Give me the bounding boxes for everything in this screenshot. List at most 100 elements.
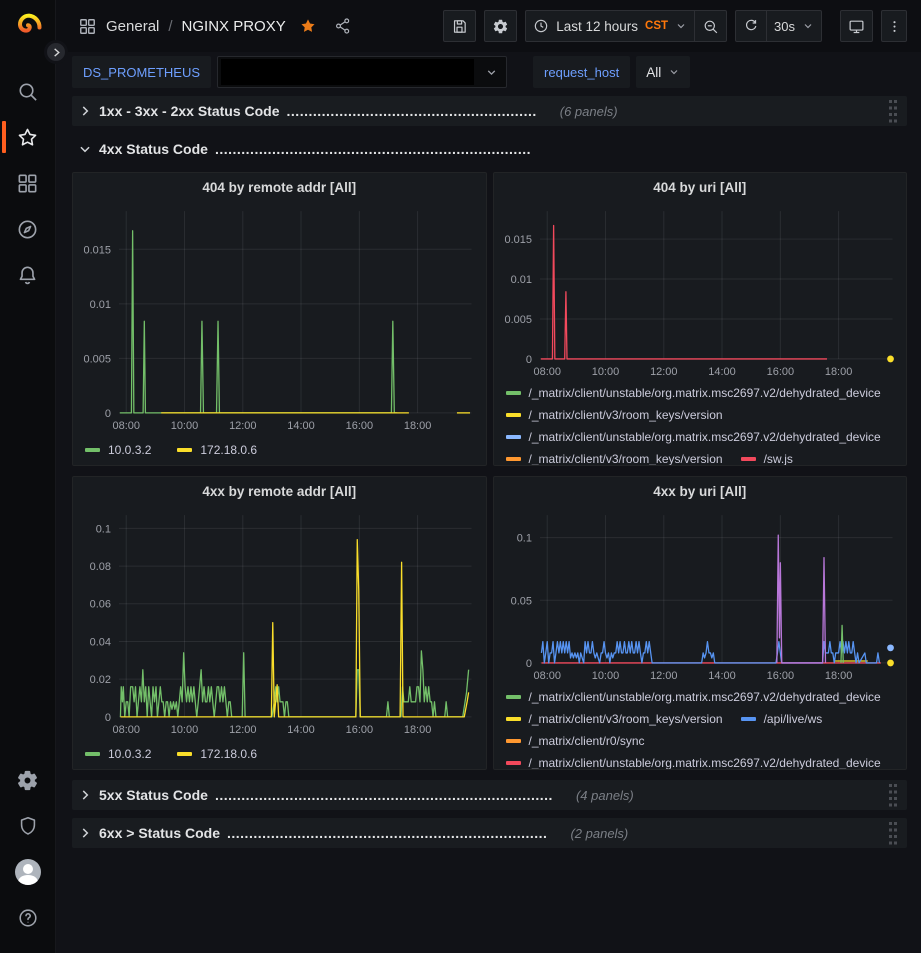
angle-right-icon — [82, 790, 89, 800]
left-sidebar — [0, 0, 68, 953]
svg-text:0.005: 0.005 — [84, 353, 111, 365]
sidebar-item-profile[interactable] — [0, 849, 56, 895]
shield-icon — [20, 816, 35, 835]
legend-item[interactable]: 172.18.0.6 — [177, 746, 257, 762]
legend-item[interactable]: /_matrix/client/unstable/org.matrix.msc2… — [505, 689, 881, 705]
time-range-picker[interactable]: Last 12 hours CST — [525, 10, 696, 42]
svg-text:18:00: 18:00 — [404, 420, 431, 432]
svg-text:18:00: 18:00 — [404, 724, 431, 736]
legend-label: 10.0.3.2 — [108, 443, 152, 457]
cycle-view-mode-button[interactable] — [840, 10, 873, 42]
clock-icon — [534, 19, 548, 33]
svg-text:0.06: 0.06 — [90, 599, 111, 611]
panel-title[interactable]: 404 by remote addr [All] — [202, 179, 357, 195]
dashboard: 1xx - 3xx - 2xx Status Code ............… — [56, 92, 921, 953]
zoom-out-icon — [704, 20, 718, 33]
refresh-interval-picker[interactable]: 30s — [767, 10, 822, 42]
row-header-5xx[interactable]: 5xx Status Code ........................… — [72, 780, 907, 810]
svg-text:10:00: 10:00 — [171, 724, 198, 736]
svg-text:08:00: 08:00 — [113, 420, 140, 432]
legend-item[interactable]: 10.0.3.2 — [85, 746, 151, 762]
dashboard-title[interactable]: NGINX PROXY — [181, 17, 286, 35]
favorite-star-button[interactable] — [295, 17, 321, 35]
timeseries-chart[interactable]: 0 0.005 0.01 0.015 08:00 10:00 12:00 14:00 16:00… — [73, 201, 486, 435]
svg-text:0.01: 0.01 — [90, 299, 111, 311]
panel-title[interactable]: 4xx by remote addr [All] — [202, 483, 357, 499]
series-color-marker — [740, 717, 756, 721]
legend-label: /_matrix/client/unstable/org.matrix.msc2… — [528, 430, 881, 444]
timeseries-chart[interactable]: 0 0.05 0.1 08:00 10:00 12:00 14:00 16:00 18:00 — [494, 505, 907, 685]
sidebar-item-configuration[interactable] — [0, 757, 56, 803]
legend-item[interactable]: /_matrix/client/v3/room_keys/version — [505, 407, 723, 423]
legend-item[interactable]: 10.0.3.2 — [85, 442, 151, 458]
share-button[interactable] — [330, 17, 356, 35]
svg-text:0: 0 — [105, 712, 111, 724]
main-area: General / NGINX PROXY Last 12 hour — [56, 0, 921, 953]
row-drag-handle-icon[interactable] — [887, 98, 899, 125]
chevron-down-icon — [804, 24, 812, 29]
svg-text:0: 0 — [525, 354, 531, 366]
legend-item[interactable]: /_matrix/client/v3/room_keys/version — [505, 451, 723, 465]
svg-text:0.02: 0.02 — [90, 674, 111, 686]
grafana-logo-icon — [17, 13, 41, 33]
sidebar-item-help[interactable] — [0, 895, 56, 941]
legend-item[interactable]: /_matrix/client/v3/room_keys/version — [505, 711, 723, 727]
sidebar-item-explore[interactable] — [0, 206, 56, 252]
series-color-marker — [505, 695, 521, 699]
refresh-icon — [746, 19, 757, 31]
grafana-logo[interactable] — [11, 10, 45, 44]
row-title: 1xx - 3xx - 2xx Status Code — [99, 103, 280, 119]
panel-title[interactable]: 404 by uri [All] — [653, 179, 747, 195]
refresh-group: 30s — [735, 10, 822, 42]
panel-header: 4xx by uri [All] — [494, 477, 907, 505]
row-drag-handle-icon[interactable] — [887, 782, 899, 809]
svg-text:16:00: 16:00 — [766, 670, 793, 682]
variable-value-dropdown[interactable] — [217, 56, 508, 88]
svg-text:0.05: 0.05 — [510, 595, 531, 607]
sidebar-expand-toggle[interactable] — [44, 40, 68, 64]
svg-text:16:00: 16:00 — [346, 420, 373, 432]
apps-grid-icon[interactable] — [78, 17, 97, 36]
top-navbar: General / NGINX PROXY Last 12 hour — [56, 0, 921, 52]
series-color-marker — [85, 752, 100, 756]
legend-item[interactable]: /_matrix/client/unstable/org.matrix.msc2… — [505, 385, 881, 401]
sidebar-item-dashboards[interactable] — [0, 160, 56, 206]
timeseries-chart[interactable]: 0 0.02 0.04 0.06 0.08 0.1 08:00 10:00 12:00 14:00… — [73, 505, 486, 739]
sidebar-item-server-admin[interactable] — [0, 803, 56, 849]
legend-label: /_matrix/client/unstable/org.matrix.msc2… — [528, 756, 881, 769]
legend-item[interactable]: /_matrix/client/r0/sync — [505, 733, 645, 749]
row-header-4xx[interactable]: 4xx Status Code ........................… — [72, 134, 907, 164]
panel-title[interactable]: 4xx by uri [All] — [653, 483, 747, 499]
sidebar-item-starred[interactable] — [0, 114, 56, 160]
svg-text:0.015: 0.015 — [504, 234, 531, 246]
request-host-dropdown[interactable]: All — [636, 56, 691, 88]
angle-right-icon — [82, 828, 89, 838]
row-header-1xx-3xx-2xx[interactable]: 1xx - 3xx - 2xx Status Code ............… — [72, 96, 907, 126]
legend-item[interactable]: /sw.js — [740, 451, 793, 465]
sidebar-item-alerting[interactable] — [0, 252, 56, 298]
breadcrumb-folder[interactable]: General — [106, 17, 160, 35]
sidebar-item-search[interactable] — [0, 68, 56, 114]
svg-text:12:00: 12:00 — [229, 724, 256, 736]
legend-label: /_matrix/client/unstable/org.matrix.msc2… — [528, 690, 881, 704]
panel-header: 404 by remote addr [All] — [73, 173, 486, 201]
variable-label-request-host: request_host — [533, 56, 631, 88]
legend-item[interactable]: /_matrix/client/unstable/org.matrix.msc2… — [505, 429, 881, 445]
zoom-out-time-button[interactable] — [695, 10, 728, 42]
svg-text:12:00: 12:00 — [650, 670, 677, 682]
save-dashboard-button[interactable] — [443, 10, 477, 42]
row-drag-handle-icon[interactable] — [887, 820, 899, 847]
breadcrumb: General / NGINX PROXY — [78, 17, 435, 36]
row-header-6xx[interactable]: 6xx > Status Code ......................… — [72, 818, 907, 848]
dashboard-settings-button[interactable] — [484, 10, 518, 42]
timezone-label: CST — [645, 20, 669, 32]
legend-item[interactable]: /_matrix/client/unstable/org.matrix.msc2… — [505, 755, 881, 769]
legend-item[interactable]: 172.18.0.6 — [177, 442, 257, 458]
panel-header: 4xx by remote addr [All] — [73, 477, 486, 505]
more-options-button[interactable] — [881, 10, 907, 42]
avatar — [14, 859, 41, 885]
legend-item[interactable]: /api/live/ws — [740, 711, 822, 727]
refresh-button[interactable] — [735, 10, 768, 42]
timeseries-chart[interactable]: 0 0.005 0.01 0.015 08:00 10:00 12:00 14:00 16:00… — [494, 201, 907, 381]
